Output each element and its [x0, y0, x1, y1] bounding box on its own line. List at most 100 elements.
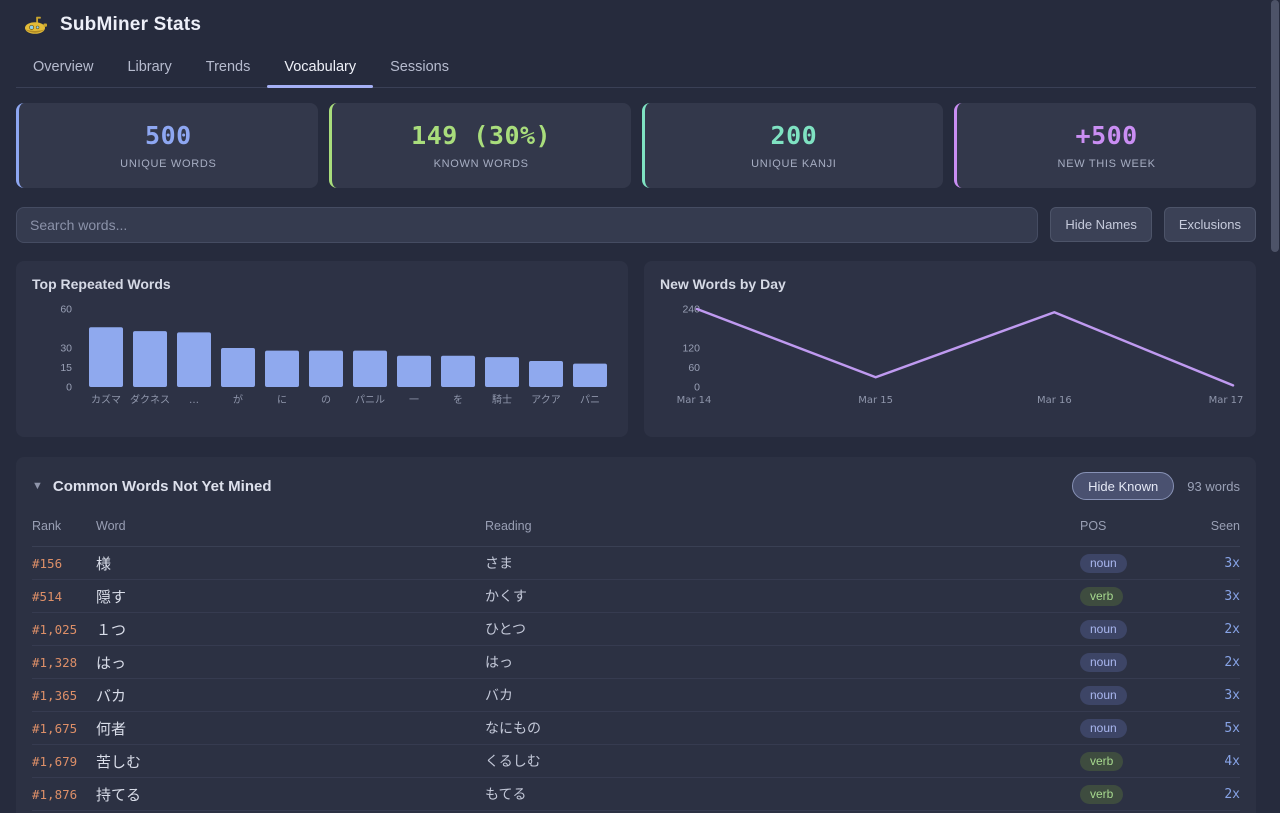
bar	[133, 331, 167, 387]
charts-row: Top Repeated Words 0 15 30 60 カズマ ダクネス … が に の パニル…	[16, 261, 1256, 437]
stat-value: 500	[145, 121, 192, 150]
stat-value: 149 (30%)	[411, 121, 552, 150]
x-axis-label: パニ	[580, 394, 600, 406]
y-axis-tick: 60	[60, 304, 72, 316]
column-header-rank: Rank	[32, 519, 62, 533]
table-row[interactable]: #1,876 持てる もてる verb 2x	[32, 778, 1240, 811]
x-axis-label: を	[453, 394, 463, 406]
line-chart: 0 60 120 240 Mar 14 Mar 15 Mar 16 Mar 17	[677, 304, 1244, 407]
word-reading: もてる	[485, 787, 527, 803]
pos-cell: verb	[1080, 751, 1180, 771]
seen-count: 2x	[1224, 786, 1240, 802]
seen-count: 3x	[1224, 588, 1240, 604]
pos-badge: verb	[1080, 784, 1124, 804]
word-rank: #1,679	[32, 753, 78, 769]
word-reading: ひとつ	[485, 622, 527, 638]
bar-chart-title: Top Repeated Words	[32, 276, 171, 292]
tab-sessions[interactable]: Sessions	[373, 49, 466, 87]
column-header-word: Word	[96, 519, 126, 533]
pos-cell: noun	[1080, 619, 1180, 639]
table-row[interactable]: #514 隠す かくす verb 3x	[32, 580, 1240, 613]
app-root: SubMiner Stats Overview Library Trends Voca…	[16, 0, 1256, 813]
scrollbar-thumb[interactable]	[1271, 0, 1279, 252]
bar	[485, 357, 519, 387]
seen-count: 4x	[1224, 753, 1240, 769]
word-text: 持てる	[96, 785, 142, 804]
pos-cell: noun	[1080, 553, 1180, 573]
word-reading: はっ	[485, 655, 513, 671]
table-row[interactable]: #1,328 はっ はっ noun 2x	[32, 646, 1240, 679]
seen-count: 2x	[1224, 654, 1240, 670]
pos-badge: verb	[1080, 751, 1124, 771]
table-row[interactable]: #156 様 さま noun 3x	[32, 547, 1240, 580]
tab-overview[interactable]: Overview	[16, 49, 110, 87]
word-reading: さま	[485, 556, 513, 572]
tab-trends[interactable]: Trends	[189, 49, 268, 87]
scrollbar[interactable]	[1271, 0, 1280, 800]
y-axis-tick: 240	[682, 304, 700, 316]
column-header-reading: Reading	[485, 519, 532, 533]
table-row[interactable]: #1,365 バカ バカ noun 3x	[32, 679, 1240, 712]
tab-vocabulary[interactable]: Vocabulary	[267, 49, 373, 88]
x-axis-label: パニル	[355, 394, 385, 406]
stat-card-known-words: 149 (30%) KNOWN WORDS	[328, 103, 631, 188]
stat-label: UNIQUE WORDS	[120, 158, 217, 170]
y-axis-tick: 0	[694, 382, 700, 394]
stat-card-unique-words: 500 UNIQUE WORDS	[16, 103, 318, 188]
table-row[interactable]: #1,679 苦しむ くるしむ verb 4x	[32, 745, 1240, 778]
pos-cell: noun	[1080, 685, 1180, 705]
word-reading: かくす	[485, 589, 527, 605]
y-axis-tick: 120	[682, 343, 700, 355]
bar	[353, 350, 387, 387]
x-axis-label: Mar 15	[858, 395, 893, 406]
hide-known-button[interactable]: Hide Known	[1072, 472, 1175, 500]
word-text: 何者	[96, 719, 127, 738]
search-row: Hide Names Exclusions	[16, 207, 1256, 243]
vocab-table-card: ▼ Common Words Not Yet Mined Hide Known …	[16, 457, 1256, 813]
submarine-icon	[24, 15, 48, 35]
word-rank: #156	[32, 555, 63, 571]
x-axis-label: に	[277, 394, 287, 406]
bar	[177, 332, 211, 387]
bar	[397, 355, 431, 387]
word-reading: バカ	[485, 688, 513, 704]
bar	[221, 348, 255, 387]
word-rank: #514	[32, 588, 63, 604]
seen-count: 3x	[1224, 687, 1240, 703]
collapse-icon[interactable]: ▼	[32, 480, 43, 492]
seen-count: 5x	[1224, 720, 1240, 736]
word-rank: #1,328	[32, 654, 78, 670]
search-input[interactable]	[16, 207, 1039, 243]
bar	[441, 355, 475, 387]
stat-card-unique-kanji: 200 UNIQUE KANJI	[641, 103, 944, 188]
y-axis-tick: 30	[60, 343, 72, 355]
word-count: 93 words	[1187, 478, 1240, 494]
hide-names-button[interactable]: Hide Names	[1050, 207, 1152, 242]
pos-badge: noun	[1080, 685, 1127, 705]
stat-value: +500	[1075, 121, 1138, 150]
column-header-pos: POS	[1080, 519, 1107, 533]
x-axis-label: Mar 17	[1209, 395, 1244, 406]
table-row[interactable]: #1,675 何者 なにもの noun 5x	[32, 712, 1240, 745]
table-row[interactable]: #1,025 １つ ひとつ noun 2x	[32, 613, 1240, 646]
x-axis-label: ダクネス	[130, 393, 170, 406]
table-title: Common Words Not Yet Mined	[52, 477, 272, 495]
word-reading: くるしむ	[485, 754, 541, 770]
column-headers: Rank Word Reading POS Seen	[32, 513, 1240, 547]
pos-cell: noun	[1080, 652, 1180, 672]
stat-value: 200	[770, 121, 818, 150]
pos-badge: verb	[1080, 586, 1124, 606]
line-series	[695, 307, 1235, 387]
line-chart-title: New Words by Day	[660, 276, 786, 292]
bar	[529, 361, 563, 387]
pos-badge: noun	[1080, 652, 1127, 672]
x-axis-label: の	[321, 395, 331, 406]
page-title: SubMiner Stats	[60, 14, 202, 35]
pos-cell: noun	[1080, 718, 1180, 738]
pos-cell: verb	[1080, 784, 1180, 804]
exclusions-button[interactable]: Exclusions	[1163, 207, 1256, 242]
word-text: 隠す	[96, 587, 127, 606]
x-axis-label: 一	[409, 395, 419, 406]
word-rank: #1,876	[32, 786, 78, 802]
tab-library[interactable]: Library	[110, 49, 188, 87]
